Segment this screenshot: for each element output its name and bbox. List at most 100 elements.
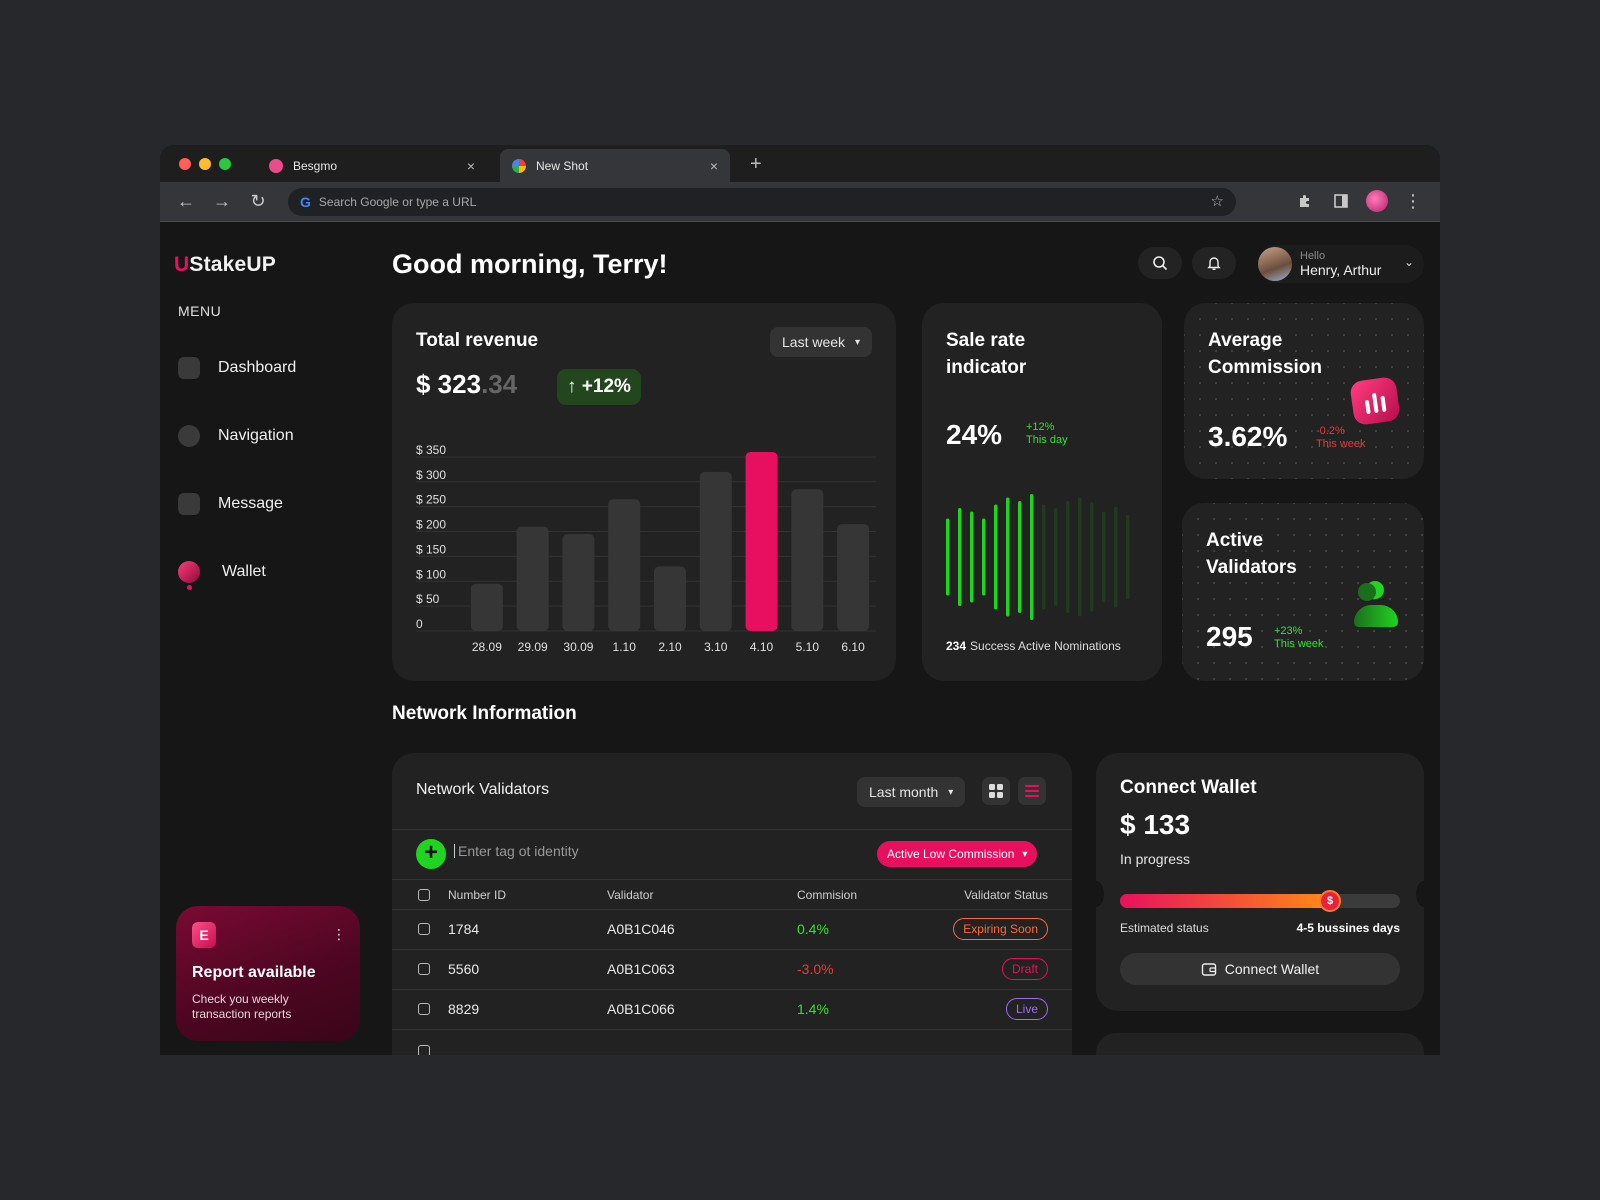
cell-validator: A0B1C063 (607, 961, 675, 977)
sidebar-item-wallet[interactable]: Wallet (178, 557, 358, 590)
compass-icon (178, 425, 200, 447)
maximize-window-dot[interactable] (219, 158, 231, 170)
period-select[interactable]: Last month ▾ (857, 777, 966, 807)
select-all-checkbox[interactable] (418, 889, 430, 901)
logo-text: StakeUP (189, 253, 276, 276)
search-button[interactable] (1138, 247, 1182, 279)
sidebar-item-label: Message (218, 495, 283, 512)
table-row[interactable]: 8829 A0B1C066 1.4% Live (392, 990, 1072, 1030)
chevron-down-icon: ⌄ (1403, 255, 1414, 269)
tab-close-icon[interactable]: × (709, 157, 718, 174)
wallet-amount: $ 133 (1120, 809, 1191, 840)
side-panel-icon[interactable] (1330, 190, 1352, 212)
rate-bar (1030, 494, 1034, 620)
sale-rate-change: +12% This day (1026, 421, 1068, 447)
row-checkbox[interactable] (418, 923, 430, 935)
sidebar-item-label: Wallet (222, 563, 266, 580)
column-header-commission[interactable]: Commision (797, 888, 858, 902)
chart-bar[interactable] (516, 526, 549, 631)
row-checkbox[interactable] (418, 1003, 430, 1015)
app-logo[interactable]: UStakeUP (174, 253, 276, 277)
column-header-validator[interactable]: Validator (607, 888, 654, 902)
chart-bar[interactable] (470, 583, 503, 631)
estimate-label: Estimated status (1120, 921, 1209, 935)
tab-title: New Shot (536, 158, 589, 173)
report-card[interactable]: E ⋮ Report available Check you weekly tr… (176, 906, 360, 1041)
report-subtitle: Check you weekly transaction reports (192, 992, 292, 1021)
sidebar-item-dashboard[interactable]: Dashboard (178, 353, 358, 383)
more-options-icon[interactable]: ⋮ (332, 926, 346, 942)
change-period: This week (1316, 438, 1366, 450)
filter-dropdown[interactable]: Active Low Commission ▾ (877, 841, 1038, 867)
x-tick-label: 2.10 (658, 640, 682, 654)
chat-icon (178, 493, 200, 515)
forward-icon[interactable]: → (213, 191, 231, 211)
list-icon (1025, 785, 1039, 797)
new-tab-button[interactable]: + (750, 153, 762, 175)
rate-bar (946, 518, 950, 596)
cell-number-id: 8829 (448, 1001, 480, 1017)
bell-icon (1207, 257, 1221, 271)
column-header-validator-status[interactable]: Validator Status (964, 888, 1048, 902)
profile-avatar[interactable] (1366, 190, 1388, 212)
chart-bar[interactable] (791, 489, 824, 631)
tab-title: Besgmo (293, 158, 338, 173)
column-header-number-id[interactable]: Number ID (448, 888, 507, 902)
table-row[interactable]: 5560 A0B1C063 -3.0% Draft (392, 950, 1072, 990)
period-select[interactable]: Last week ▾ (770, 327, 873, 357)
back-icon[interactable]: ← (177, 191, 195, 211)
chevron-down-icon: ▾ (855, 336, 861, 348)
connect-wallet-button[interactable]: Connect Wallet (1120, 953, 1400, 985)
tab-close-icon[interactable]: × (466, 157, 475, 174)
cell-validator: A0B1C066 (607, 1001, 675, 1017)
list-view-button[interactable] (1018, 777, 1046, 805)
sidebar-item-message[interactable]: Message (178, 489, 358, 519)
reload-icon[interactable]: ↻ (250, 191, 266, 211)
rate-bar (1066, 501, 1070, 613)
sale-rate-card: Sale rate indicator 24% +12% This day 23… (922, 303, 1162, 681)
chart-bar[interactable] (654, 566, 686, 631)
sidebar-item-label: Dashboard (218, 359, 297, 376)
row-checkbox-partial[interactable] (418, 1045, 430, 1055)
user-greeting: Hello (1300, 250, 1326, 262)
chart-bar[interactable] (608, 499, 641, 631)
browser-tab-new-shot[interactable]: New Shot × (500, 149, 730, 182)
nominations-line: 234 Success Active Nominations (946, 639, 1121, 653)
estimate-value: 4-5 bussines days (1296, 921, 1400, 935)
wallet-status: In progress (1120, 851, 1191, 867)
menu-label: MENU (178, 303, 222, 319)
sidebar-item-navigation[interactable]: Navigation (178, 421, 358, 451)
close-window-dot[interactable] (179, 158, 191, 170)
cell-number-id: 1784 (448, 921, 480, 937)
average-commission-card: Average Commission 3.62% -0.2% This week (1184, 303, 1424, 479)
extensions-icon[interactable] (1294, 190, 1316, 212)
status-badge: Draft (1001, 958, 1048, 980)
bookmark-star-icon[interactable]: ☆ (1210, 193, 1224, 210)
home-icon (178, 357, 200, 379)
table-row[interactable]: 1784 A0B1C046 0.4% Expiring Soon (392, 910, 1072, 950)
user-menu[interactable]: Hello Henry, Arthur ⌄ (1258, 245, 1424, 283)
more-menu-icon[interactable]: ⋮ (1404, 191, 1422, 211)
chart-bar[interactable] (562, 534, 595, 631)
grid-view-button[interactable] (982, 777, 1010, 805)
minimize-window-dot[interactable] (199, 158, 211, 170)
tag-search-input[interactable]: Enter tag ot identity (454, 843, 579, 859)
badge-bar (1364, 399, 1371, 415)
badge-bar (1371, 392, 1379, 414)
notifications-button[interactable] (1192, 247, 1236, 279)
address-bar[interactable]: G Search Google or type a URL ☆ (288, 188, 1236, 216)
rate-bar (1006, 497, 1010, 617)
chart-bar[interactable] (745, 451, 778, 631)
add-button[interactable]: + (416, 839, 446, 869)
chart-bar[interactable] (837, 524, 870, 631)
x-tick-label: 28.09 (472, 640, 502, 654)
divider (392, 909, 1072, 910)
browser-tab-besgmo[interactable]: Besgmo × (257, 149, 487, 182)
period-value: Last week (782, 334, 846, 350)
section-title: Network Information (392, 703, 577, 724)
row-checkbox[interactable] (418, 963, 430, 975)
average-commission-value: 3.62% (1208, 421, 1288, 452)
y-tick-label: $ 50 (416, 592, 440, 606)
rate-bar (1090, 502, 1094, 612)
chart-bar[interactable] (699, 471, 732, 631)
